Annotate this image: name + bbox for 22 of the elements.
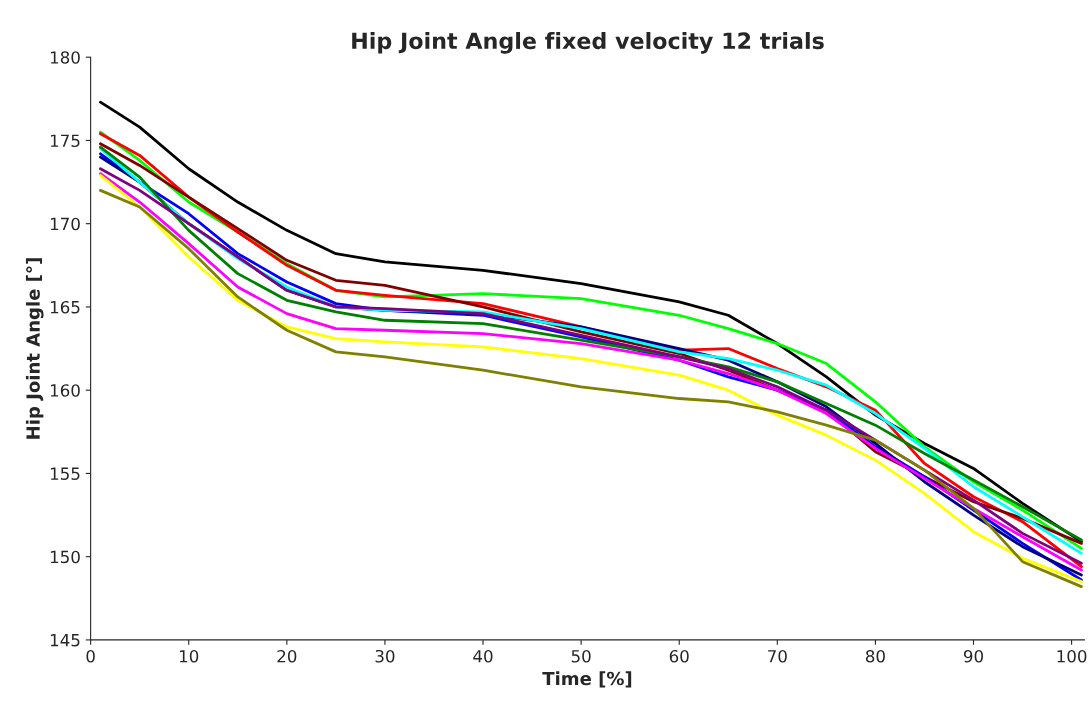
x-tick-label: 40: [473, 649, 493, 663]
y-axis-title: Hip Joint Angle [°]: [25, 258, 44, 439]
y-tick-label: 150: [50, 550, 80, 564]
x-tick-label: 70: [768, 649, 787, 663]
x-tick-label: 100: [1057, 649, 1087, 663]
x-tick-label: 20: [277, 649, 297, 663]
x-tick-label: 50: [571, 649, 591, 663]
y-tick-label: 155: [50, 467, 80, 480]
y-tick-label: 170: [50, 217, 80, 231]
y-tick-label: 165: [50, 300, 80, 314]
x-tick-label: 60: [669, 649, 689, 663]
y-tick-label: 145: [50, 634, 80, 647]
x-tick-label: 0: [86, 649, 95, 663]
chart-title: Hip Joint Angle fixed velocity 12 trials: [352, 31, 824, 54]
x-tick-label: 30: [375, 649, 395, 663]
x-axis-title: Time [%]: [542, 671, 632, 688]
y-tick-label: 180: [50, 51, 80, 64]
x-tick-label: 80: [865, 649, 885, 663]
x-tick-label: 90: [963, 649, 983, 663]
y-tick-label: 160: [50, 384, 80, 397]
y-tick-label: 175: [50, 134, 80, 148]
x-tick-label: 10: [179, 649, 199, 663]
